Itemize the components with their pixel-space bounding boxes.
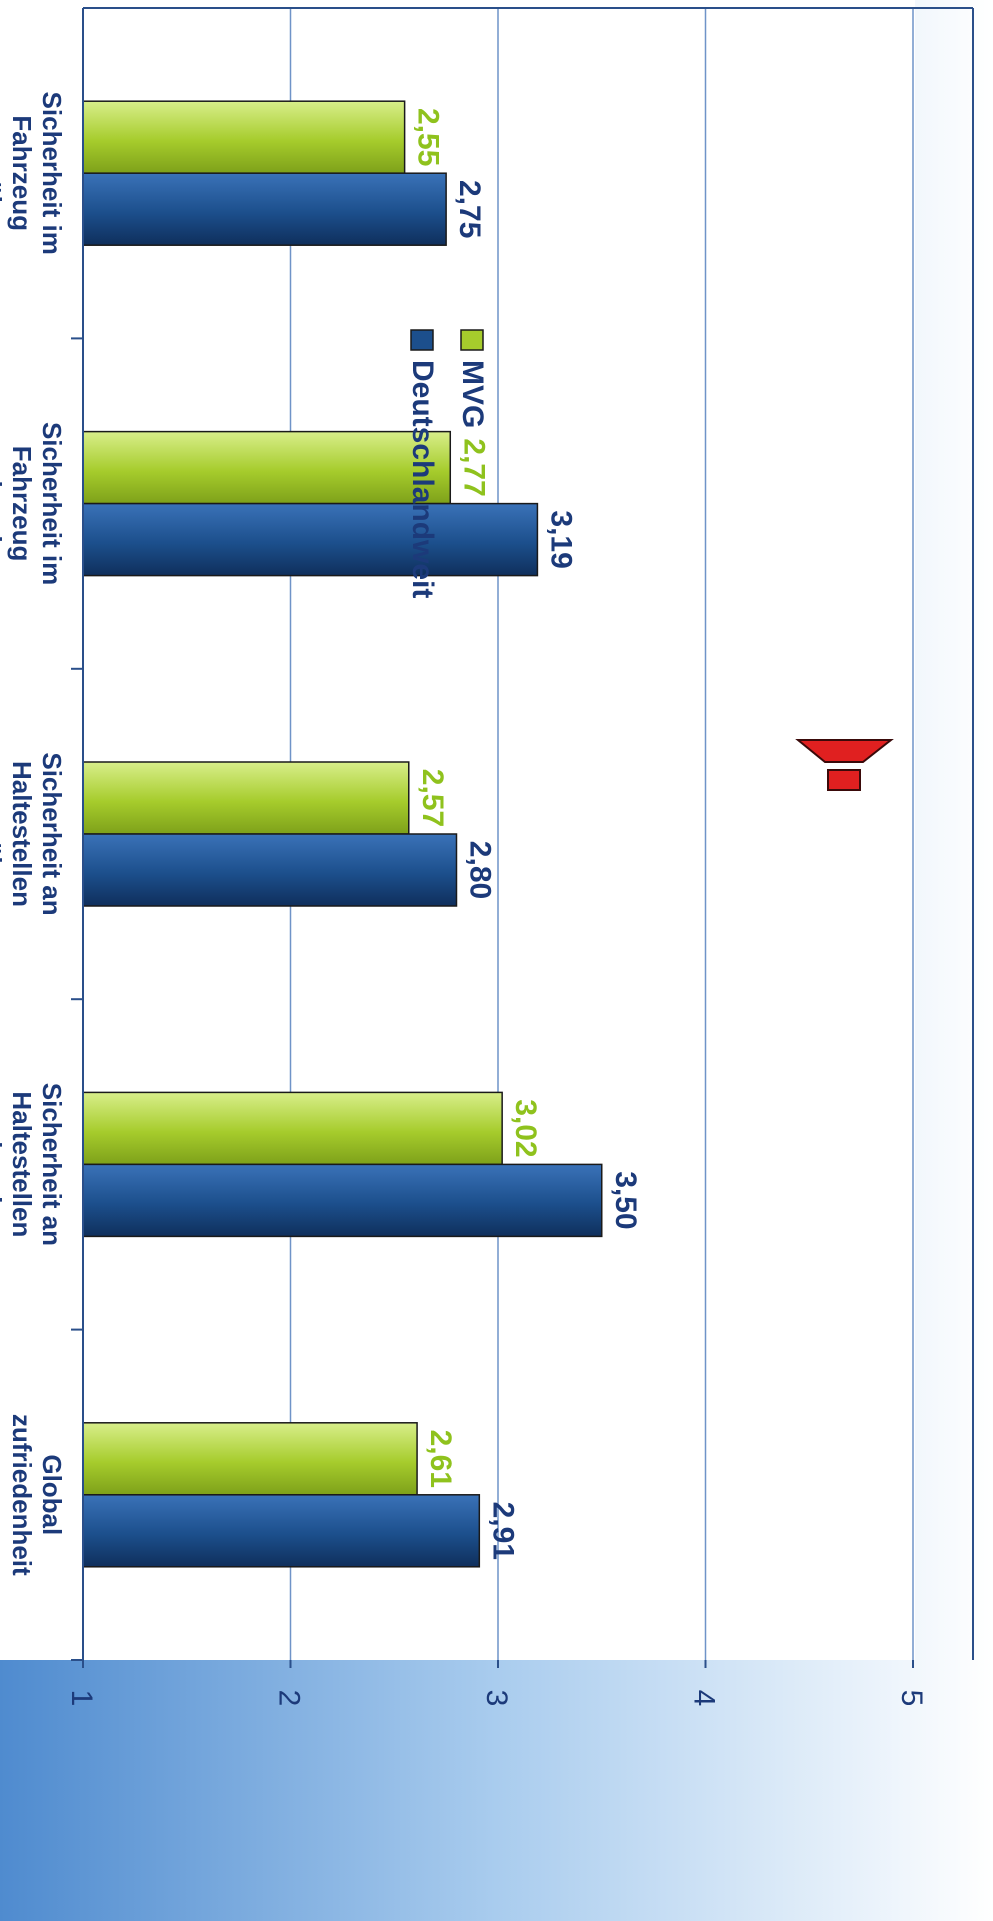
tick-label-5: 5 xyxy=(895,1690,928,1707)
bar-mvg-3 xyxy=(82,1091,503,1166)
category-label-0: Sicherheit imFahrzeug- tagsüber xyxy=(0,92,67,255)
tick-label-3: 3 xyxy=(480,1690,513,1707)
data-label-mvg-2: 2,57 xyxy=(416,769,449,827)
legend-label-mvg: MVG xyxy=(456,360,489,428)
bar-mvg-0 xyxy=(82,100,406,174)
annotation xyxy=(795,739,894,791)
data-label-mvg-3: 3,02 xyxy=(509,1099,542,1157)
legend-label-deutschlandweit: Deutschlandweit xyxy=(406,360,439,598)
bar-deutschlandweit-1 xyxy=(82,502,539,577)
bar-mvg-4 xyxy=(82,1422,418,1496)
data-label-deutschlandweit-3: 3,50 xyxy=(609,1171,642,1229)
data-label-mvg-1: 2,77 xyxy=(457,438,490,496)
bar-deutschlandweit-3 xyxy=(82,1163,603,1238)
legend: MVG Deutschlandweit xyxy=(406,329,489,598)
category-label-4: Globalzufriedenheit xyxy=(7,1414,67,1576)
bar-deutschlandweit-0 xyxy=(82,172,447,246)
exclamation-stem xyxy=(795,739,894,763)
rotated-chart: 2,552,75 2,77 3,19 2,57 2,80 3,02 3,50 2,61 2,91… xyxy=(0,0,974,1707)
category-axis: Sicherheit imFahrzeug- tagsüber Sicherhei… xyxy=(0,92,83,1661)
data-label-mvg-4: 2,61 xyxy=(424,1430,457,1488)
bars: 2,552,75 2,77 3,19 2,57 2,80 3,02 3,50 2,61 2,91 xyxy=(82,100,642,1568)
bar-deutschlandweit-2 xyxy=(82,833,458,907)
bar-deutschlandweit-4 xyxy=(82,1494,481,1568)
data-label-deutschlandweit-4: 2,91 xyxy=(486,1502,519,1560)
bar-mvg-1 xyxy=(82,430,452,505)
bar-mvg-2 xyxy=(82,761,410,835)
data-label-deutschlandweit-2: 2,80 xyxy=(464,841,497,899)
tick-label-4: 4 xyxy=(688,1690,721,1707)
legend-swatch-deutschlandweit xyxy=(410,329,434,351)
category-label-1: Sicherheit imFahrzeug- abends xyxy=(0,422,67,585)
value-axis: 1 2 3 4 5 xyxy=(65,7,974,1707)
tick-label-1: 1 xyxy=(65,1690,98,1707)
plot-background xyxy=(0,0,915,1660)
data-label-mvg-0: 2,55 xyxy=(412,108,445,166)
tick-label-2: 2 xyxy=(273,1690,306,1707)
category-label-2: Sicherheit anHaltestellen- tagsüber xyxy=(0,752,67,915)
data-label-deutschlandweit-1: 3,19 xyxy=(544,510,577,568)
category-label-3: Sicherheit anHaltestellen- abends xyxy=(0,1083,67,1246)
legend-swatch-mvg xyxy=(460,329,484,351)
data-label-deutschlandweit-0: 2,75 xyxy=(453,180,486,238)
exclamation-dot xyxy=(827,769,861,791)
